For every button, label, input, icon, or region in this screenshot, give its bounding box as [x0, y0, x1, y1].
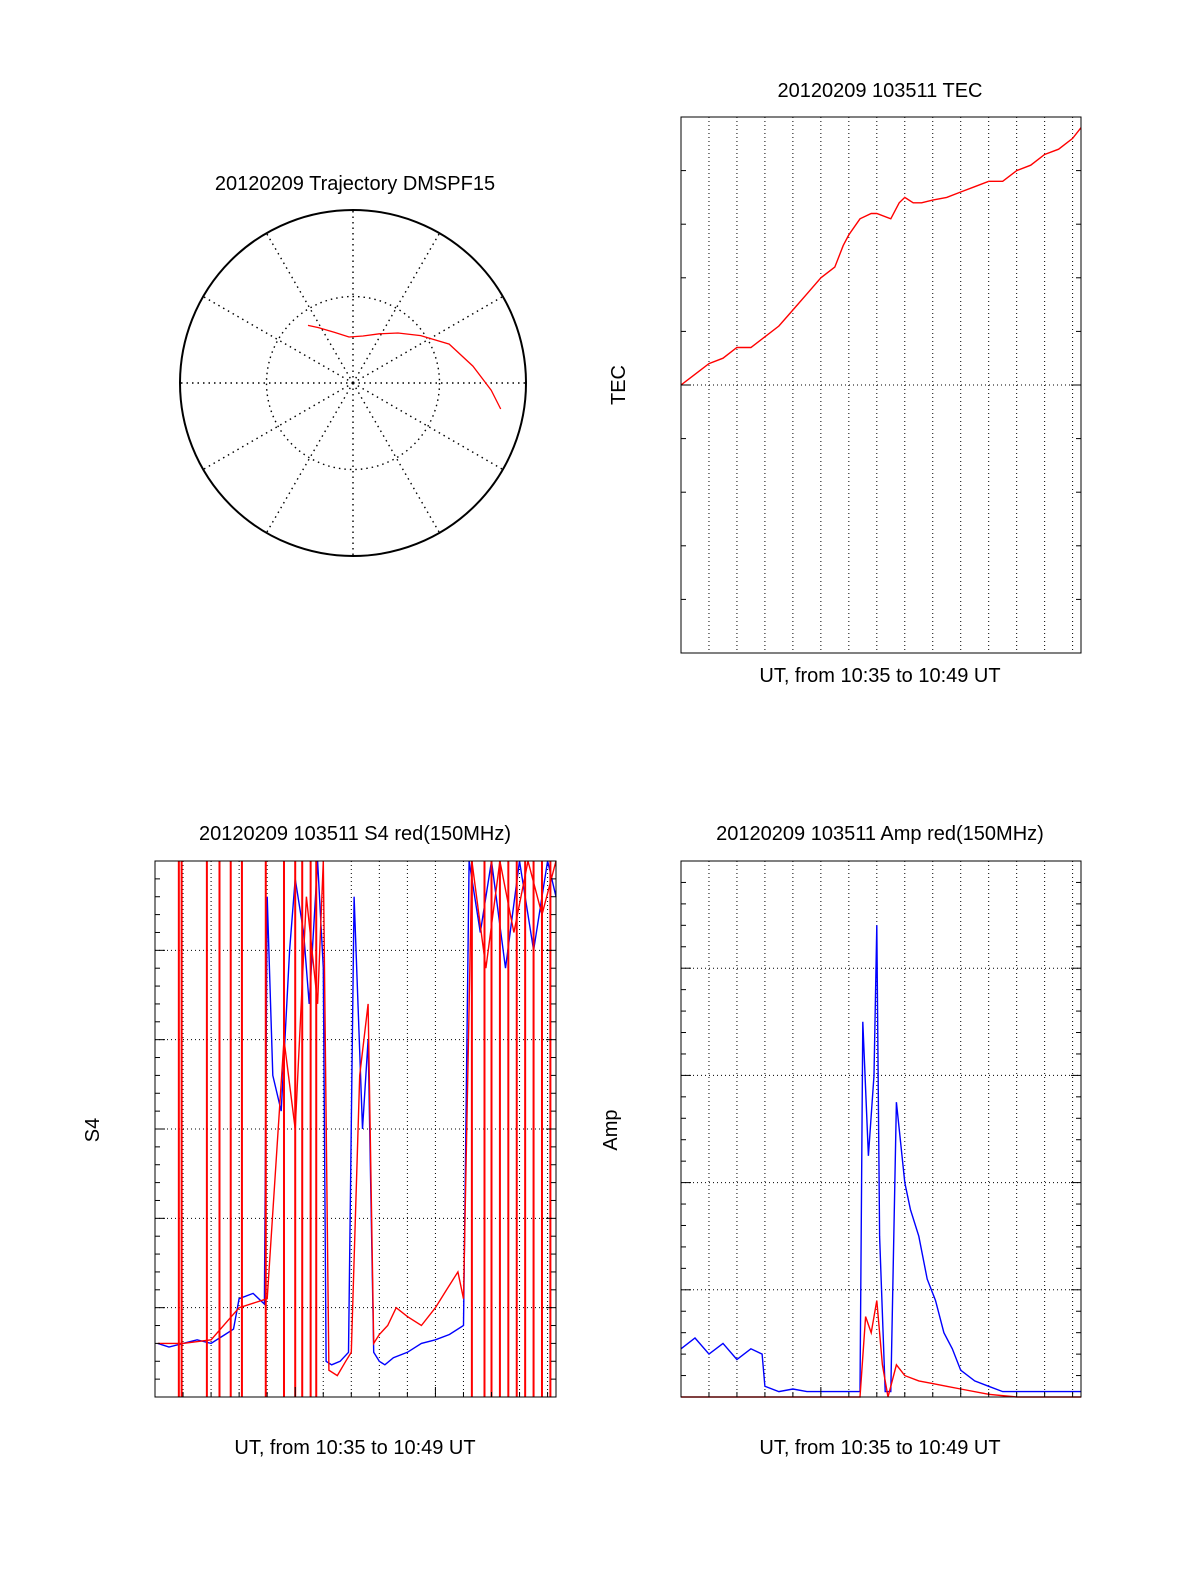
- tec-grid: [681, 117, 1081, 653]
- amp-plot-frame: [680, 860, 1082, 1398]
- amp-title: 20120209 103511 Amp red(150MHz): [716, 823, 1044, 845]
- polar-spoke-330: [265, 232, 354, 384]
- amp-chart: 20120209 103511 Amp red(150MHz) UT, from…: [600, 823, 1082, 1459]
- polar-spoke-60: [352, 295, 504, 384]
- s4-series: [157, 860, 557, 1397]
- polar-trajectory-line: [307, 324, 502, 410]
- polar-grid: [180, 210, 526, 556]
- s4-chart: 20120209 103511 S4 red(150MHz) UT, from …: [82, 823, 557, 1459]
- polar-spoke-120: [352, 382, 504, 471]
- amp-series-0: [680, 925, 1081, 1393]
- tec-chart: 20120209 103511 TEC UT, from 10:35 to 10…: [608, 80, 1082, 687]
- polar-spoke-300: [202, 295, 354, 384]
- polar-spoke-210: [265, 382, 354, 534]
- tec-series: [680, 127, 1082, 386]
- polar-trajectory-chart: 20120209 Trajectory DMSPF15: [179, 173, 527, 557]
- tec-series-0: [680, 127, 1082, 386]
- amp-ylabel: Amp: [600, 1109, 622, 1150]
- tec-axis-ticks: [681, 116, 1081, 654]
- polar-title: 20120209 Trajectory DMSPF15: [215, 173, 495, 195]
- polar-ring-0: [265, 295, 441, 471]
- s4-axis-ticks: [154, 860, 556, 1398]
- polar-spoke-30: [352, 232, 441, 384]
- s4-ylabel: S4: [82, 1118, 104, 1142]
- tec-title: 20120209 103511 TEC: [778, 80, 983, 102]
- tec-ylabel: TEC: [608, 365, 630, 405]
- polar-outer-circle: [179, 209, 527, 557]
- s4-series-1: [157, 860, 557, 1377]
- polar-spoke-240: [202, 382, 354, 471]
- amp-xlabel: UT, from 10:35 to 10:49 UT: [759, 1437, 1000, 1459]
- tec-xlabel: UT, from 10:35 to 10:49 UT: [759, 665, 1000, 687]
- amp-grid: [681, 861, 1081, 1397]
- s4-xlabel: UT, from 10:35 to 10:49 UT: [234, 1437, 475, 1459]
- s4-title: 20120209 103511 S4 red(150MHz): [199, 823, 511, 845]
- polar-spoke-150: [352, 382, 441, 534]
- trajectory-path: [307, 324, 502, 410]
- amp-axis-ticks: [680, 860, 1081, 1398]
